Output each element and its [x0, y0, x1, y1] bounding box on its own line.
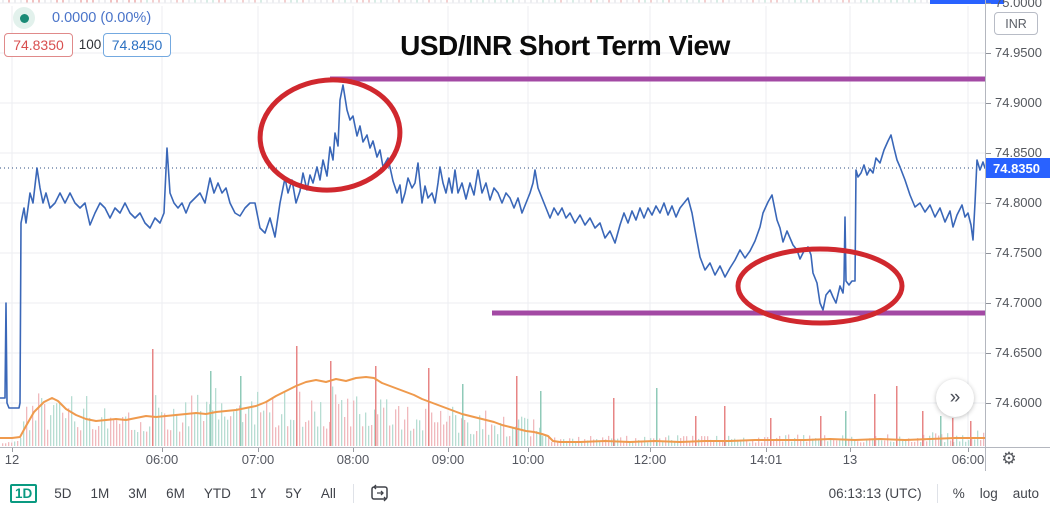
bottom-toolbar: 1D 5D 1M 3M 6M YTD 1Y 5Y All 06:13:13 (UTC) % log… [0, 474, 1050, 512]
range-button-all[interactable]: All [320, 485, 336, 501]
time-axis-tick [448, 448, 449, 452]
price-axis-label: 74.9500 [995, 45, 1042, 60]
time-axis-tick [12, 448, 13, 452]
time-axis-label: 06:00 [951, 452, 985, 467]
range-button-5d[interactable]: 5D [54, 485, 72, 501]
price-axis-label: 74.6000 [995, 395, 1042, 410]
time-axis-label: 07:00 [241, 452, 275, 467]
price-axis-label: 74.8000 [995, 195, 1042, 210]
time-axis-label: 12:00 [633, 452, 667, 467]
scale-button-log[interactable]: log [979, 485, 998, 501]
time-axis-label: 12 [4, 452, 20, 467]
top-blue-strip [930, 0, 1004, 4]
price-axis-tick [986, 303, 991, 304]
ask-price-button[interactable]: 74.8450 [103, 33, 171, 57]
range-selector: 1D 5D 1M 3M 6M YTD 1Y 5Y All [10, 480, 391, 506]
time-axis-tick [766, 448, 767, 452]
time-axis-label: 13 [842, 452, 858, 467]
time-axis-tick [528, 448, 529, 452]
order-size[interactable]: 100 [78, 37, 102, 52]
scale-button-percent[interactable]: % [952, 485, 965, 501]
range-button-1y[interactable]: 1Y [249, 485, 267, 501]
price-axis-label: 75.0000 [995, 0, 1042, 10]
go-to-date-icon[interactable] [369, 484, 391, 502]
price-chart-svg[interactable] [0, 0, 985, 447]
price-axis-label: 74.7000 [995, 295, 1042, 310]
price-axis-label: 74.7500 [995, 245, 1042, 260]
scale-button-auto[interactable]: auto [1012, 485, 1039, 501]
gear-icon[interactable]: ⚙ [1001, 449, 1017, 468]
price-axis-label: 74.9000 [995, 95, 1042, 110]
time-axis-label: 08:00 [336, 452, 370, 467]
price-axis-tick [986, 3, 991, 4]
time-axis-tick [162, 448, 163, 452]
time-axis-label: 06:00 [145, 452, 179, 467]
collapse-panel-button[interactable]: » [936, 379, 974, 417]
price-line [0, 84, 985, 409]
range-button-5y[interactable]: 5Y [285, 485, 302, 501]
price-axis[interactable]: INR 74.8350 75.0000 74.9500 74.9000 74.8500… [986, 0, 1050, 447]
price-axis-tick [986, 203, 991, 204]
time-axis-tick [968, 448, 969, 452]
range-button-1m[interactable]: 1M [90, 485, 110, 501]
range-button-6m[interactable]: 6M [166, 485, 185, 501]
clock-utc: 06:13:13 (UTC) [828, 485, 922, 501]
price-axis-tick [986, 53, 991, 54]
volume-ma-line [0, 376, 985, 443]
time-axis-tick [650, 448, 651, 452]
range-button-1d[interactable]: 1D [10, 483, 38, 503]
price-axis-tick [986, 353, 991, 354]
time-axis-tick [353, 448, 354, 452]
currency-badge: INR [994, 12, 1038, 35]
time-axis-label: 09:00 [431, 452, 465, 467]
time-axis-tick [258, 448, 259, 452]
change-value: 0.0000 (0.00%) [52, 10, 152, 26]
annotation-ellipse-2 [735, 246, 905, 326]
price-axis-border [985, 0, 986, 471]
range-button-ytd[interactable]: YTD [203, 485, 231, 501]
time-axis-border [0, 447, 1050, 448]
price-axis-label: 74.8500 [995, 145, 1042, 160]
annotation-ellipse-1 [257, 77, 403, 193]
time-axis[interactable]: 12 06:00 07:00 08:00 09:00 10:00 12:00 14:01 13 0… [0, 448, 985, 471]
time-axis-tick [850, 448, 851, 452]
price-axis-tick [986, 253, 991, 254]
toolbar-divider [352, 483, 354, 503]
range-button-3m[interactable]: 3M [128, 485, 148, 501]
time-axis-label: 14:01 [749, 452, 783, 467]
price-axis-label: 74.6500 [995, 345, 1042, 360]
price-axis-tick [986, 103, 991, 104]
market-status-dot [13, 7, 35, 29]
current-price-badge: 74.8350 [986, 158, 1050, 178]
price-axis-tick [986, 153, 991, 154]
status-divider [936, 483, 938, 503]
chart-title: USD/INR Short Term View [400, 30, 730, 61]
status-bar: 06:13:13 (UTC) % log auto [829, 480, 1039, 506]
bid-price-button[interactable]: 74.8350 [4, 33, 73, 57]
time-axis-label: 10:00 [511, 452, 545, 467]
price-axis-tick [986, 403, 991, 404]
